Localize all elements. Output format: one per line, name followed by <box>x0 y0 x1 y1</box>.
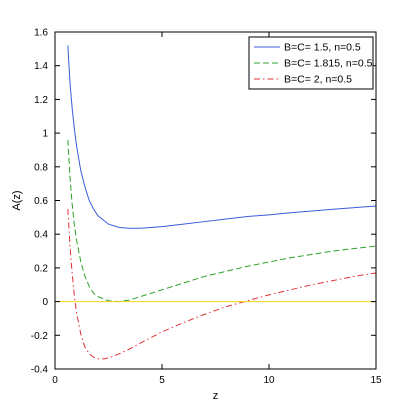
y-axis-label: A(z) <box>11 190 23 210</box>
legend-entry-2: B=C= 1.815, n=0.5 <box>284 58 373 70</box>
x-tick-label: 0 <box>52 375 58 386</box>
series-layer <box>55 45 377 360</box>
x-axis-label: z <box>213 390 219 402</box>
y-tick-label: -0.4 <box>31 365 49 376</box>
legend: B=C= 1.5, n=0.5 B=C= 1.815, n=0.5 B=C= 2, … <box>248 36 374 90</box>
x-tick-label: 5 <box>159 375 165 386</box>
y-tick-label: 1.2 <box>34 95 48 106</box>
x-tick-label: 10 <box>263 375 275 386</box>
y-tick-label: 1.6 <box>34 28 48 39</box>
y-tick-label: -0.2 <box>31 331 49 342</box>
y-tick-label: 0.6 <box>34 196 48 207</box>
series-line-3 <box>67 208 377 360</box>
legend-entry-3: B=C= 2, n=0.5 <box>284 74 352 86</box>
series-line-1 <box>67 45 377 229</box>
y-tick-label: 1.4 <box>34 61 48 72</box>
x-tick-label: 15 <box>370 375 382 386</box>
y-tick-label: 0 <box>42 297 48 308</box>
y-tick-label: 0.8 <box>34 162 48 173</box>
series-line-2 <box>67 139 377 303</box>
y-tick-label: 1 <box>42 129 48 140</box>
plot-area-frame <box>54 31 377 370</box>
y-tick-label: 0.4 <box>34 230 48 241</box>
legend-entry-1: B=C= 1.5, n=0.5 <box>284 42 361 54</box>
y-tick-label: 0.2 <box>34 263 48 274</box>
legend-box <box>248 36 374 90</box>
